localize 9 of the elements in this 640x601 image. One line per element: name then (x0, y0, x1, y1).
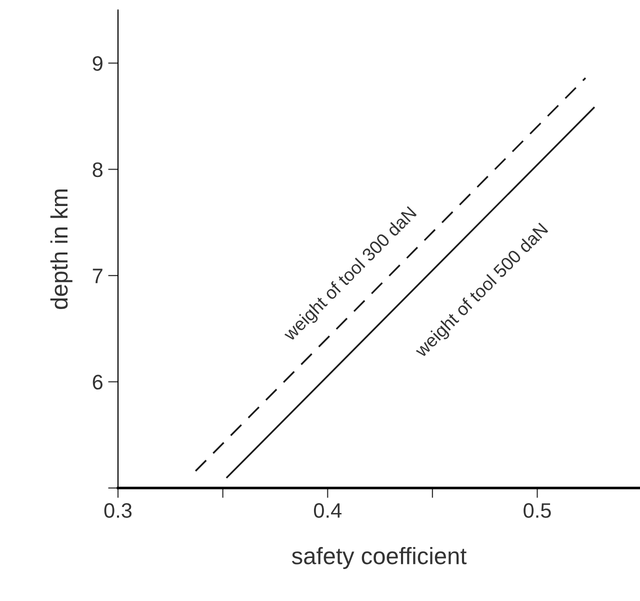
y-tick-label: 9 (92, 56, 102, 71)
y-axis-title: depth in km (50, 190, 72, 310)
x-tick-label: 0.3 (104, 503, 132, 518)
y-tick-label: 8 (92, 162, 103, 178)
y-tick-label: 6 (92, 374, 102, 390)
x-tick-label: 0.4 (314, 503, 342, 518)
x-axis-title: safety coefficient (292, 547, 467, 570)
y-tick-label: 7 (92, 268, 102, 284)
x-tick-label: 0.5 (524, 503, 551, 518)
